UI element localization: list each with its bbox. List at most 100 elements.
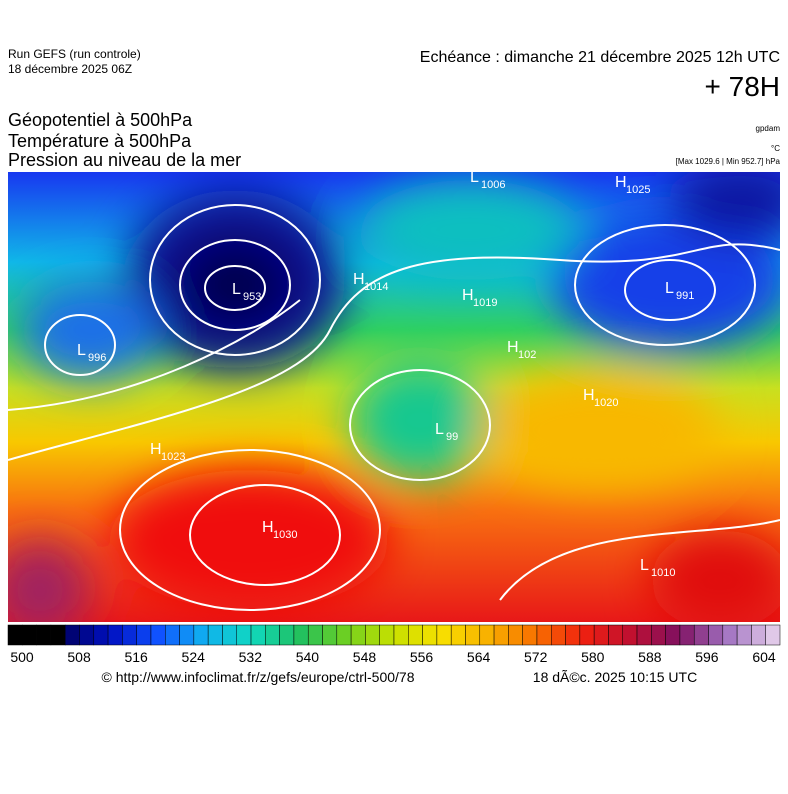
colorbar-cell: [450, 624, 466, 646]
unit: °C: [771, 144, 780, 153]
colorbar-cell: [708, 624, 724, 646]
colorbar-cell: [50, 624, 66, 646]
colorbar-cell: [122, 624, 137, 646]
center-value: 1010: [651, 567, 675, 579]
colorbar-cell: [293, 624, 309, 646]
center-kind: L: [232, 281, 241, 298]
colorbar-cell: [508, 624, 523, 646]
colorbar-cell: [651, 624, 666, 646]
colorbar-cell: [679, 624, 695, 646]
colorbar-label: 500: [10, 649, 34, 665]
map: [8, 172, 780, 622]
colorbar-label: 572: [524, 649, 548, 665]
colorbar-cell: [636, 624, 652, 646]
colorbar-cell: [150, 624, 166, 646]
colorbar-label: 580: [581, 649, 605, 665]
valid-time: Echéance : dimanche 21 décembre 2025 12h…: [420, 49, 780, 66]
center-value: 99: [446, 431, 458, 443]
colorbar-cell: [64, 624, 80, 646]
center-kind: H: [615, 174, 627, 191]
center-value: 953: [243, 291, 261, 303]
colorbar-cell: [379, 624, 395, 646]
colorbar-cell: [136, 624, 152, 646]
center-kind: H: [262, 519, 274, 536]
colorbar-label: 508: [67, 649, 91, 665]
center-value: 102: [518, 349, 536, 361]
center-value: 991: [676, 290, 694, 302]
footer-time: 18 dÃ©c. 2025 10:15 UTC: [533, 669, 697, 685]
legend-line: Pression au niveau de la mer: [8, 150, 241, 170]
center-value: 1025: [626, 184, 650, 196]
center-kind: L: [435, 421, 444, 438]
colorbar-cell: [522, 624, 538, 646]
colorbar-cell: [236, 624, 252, 646]
colorbar-cell: [207, 624, 223, 646]
colorbar-cell: [593, 624, 609, 646]
center-kind: H: [353, 271, 365, 288]
colorbar-cell: [222, 624, 237, 646]
colorbar-cell: [722, 624, 738, 646]
colorbar-label: 556: [410, 649, 434, 665]
colorbar-cell: [493, 624, 509, 646]
center-value: 1006: [481, 179, 505, 191]
center-value: 1014: [364, 281, 388, 293]
colorbar-cell: [365, 624, 380, 646]
colorbar-cell: [350, 624, 366, 646]
colorbar-label: 524: [182, 649, 206, 665]
colorbar-cell: [7, 624, 23, 646]
colorbar-cell: [165, 624, 180, 646]
colorbar-cell: [465, 624, 481, 646]
run-date: 18 décembre 2025 06Z: [8, 62, 132, 76]
pressure-range: [Max 1029.6 | Min 952.7] hPa: [676, 157, 781, 166]
colorbar-cell: [179, 624, 195, 646]
colorbar-label: 532: [239, 649, 263, 665]
colorbar-cell: [422, 624, 438, 646]
center-value: 996: [88, 352, 106, 364]
center-value: 1020: [594, 397, 618, 409]
colorbar-label: 548: [353, 649, 377, 665]
center-kind: H: [150, 441, 162, 458]
colorbar-cell: [307, 624, 323, 646]
colorbar-label: 540: [296, 649, 320, 665]
colorbar-cell: [551, 624, 566, 646]
colorbar-label: 604: [752, 649, 776, 665]
colorbar-cell: [93, 624, 109, 646]
center-kind: L: [640, 557, 649, 574]
colorbar-label: 564: [467, 649, 491, 665]
center-value: 1023: [161, 451, 185, 463]
colorbar-cell: [322, 624, 338, 646]
colorbar-cell: [408, 624, 423, 646]
colorbar-cell: [22, 624, 37, 646]
colorbar-cell: [436, 624, 452, 646]
colorbar-cell: [479, 624, 495, 646]
colorbar-cell: [579, 624, 595, 646]
colorbar-cell: [193, 624, 209, 646]
colorbar-cell: [336, 624, 352, 646]
colorbar-label: 596: [695, 649, 719, 665]
center-kind: L: [665, 280, 674, 297]
colorbar-cell: [765, 624, 781, 646]
center-value: 1019: [473, 297, 497, 309]
lead-time: + 78H: [705, 71, 781, 102]
colorbar-cell: [536, 624, 552, 646]
colorbar-cell: [36, 624, 52, 646]
center-kind: H: [583, 387, 595, 404]
run: Run GEFS (run controle): [8, 47, 141, 61]
footer-url: © http://www.infoclimat.fr/z/gefs/europe…: [101, 669, 414, 685]
center-kind: L: [77, 342, 86, 359]
legend-line: Température à 500hPa: [8, 131, 192, 151]
colorbar-label: 516: [124, 649, 148, 665]
colorbar-cell: [279, 624, 295, 646]
colorbar: 500 508 516 524 532 540 548 556 564 572 580 588 596 6…: [7, 624, 781, 665]
unit: gpdam: [756, 124, 781, 133]
center-kind: H: [462, 287, 474, 304]
colorbar-cell: [751, 624, 766, 646]
center-value: 1030: [273, 529, 297, 541]
colorbar-cell: [693, 624, 709, 646]
colorbar-cell: [107, 624, 123, 646]
colorbar-cell: [79, 624, 95, 646]
colorbar-cell: [736, 624, 752, 646]
colorbar-cell: [265, 624, 280, 646]
legend-line: Géopotentiel à 500hPa: [8, 110, 193, 130]
